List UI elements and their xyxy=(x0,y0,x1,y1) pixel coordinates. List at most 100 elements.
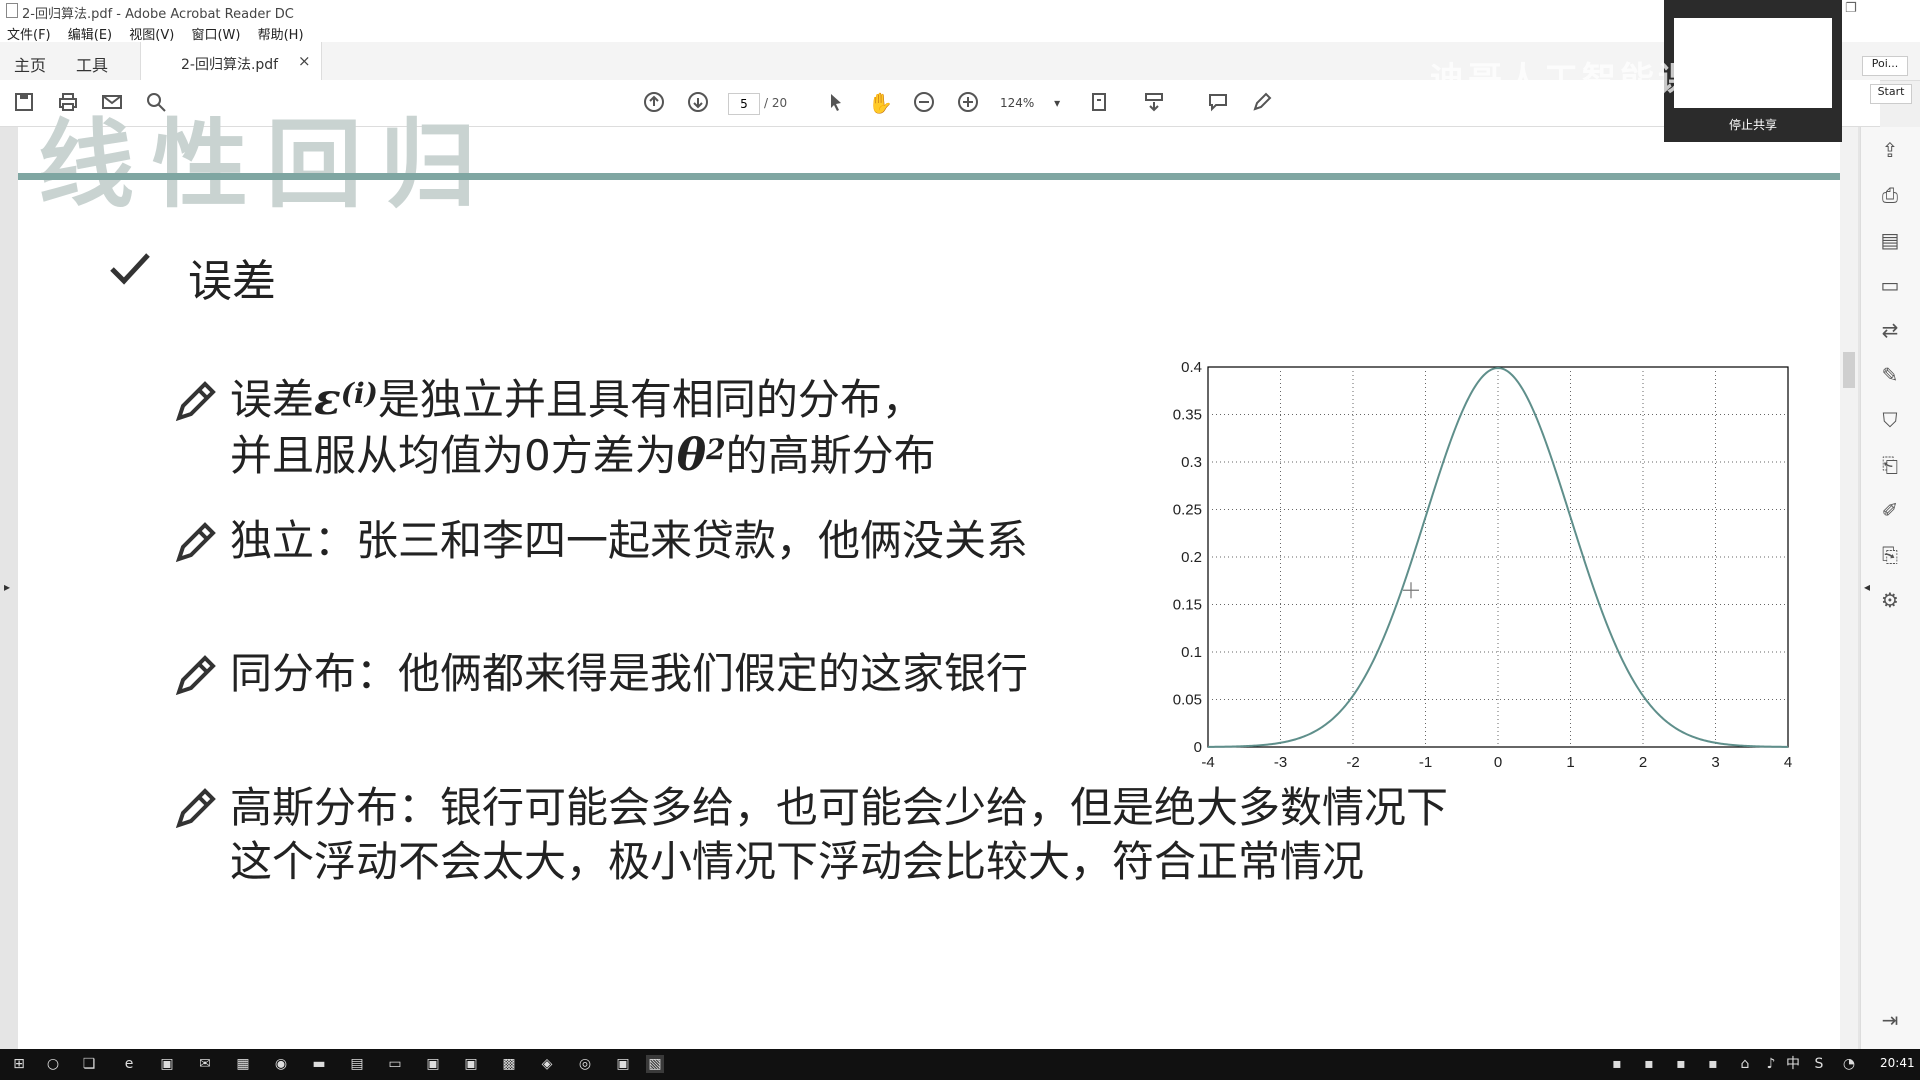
right-collapse-icon[interactable]: ◂ xyxy=(1864,580,1871,594)
bullet-gaussian-line1: 高斯分布：银行可能会多给，也可能会少给，但是绝大多数情况下 xyxy=(230,783,1449,832)
tray-icon-1[interactable]: ▪ xyxy=(1612,1056,1622,1072)
pen-icon[interactable] xyxy=(1250,91,1274,115)
slide-heading-fragment: 线性回归 xyxy=(38,109,494,221)
watermark-overlay: 迪哥人工智能课 xyxy=(1430,60,1696,100)
bullet-independent: 独立：张三和李四一起来贷款，他俩没关系 xyxy=(230,516,1029,565)
x-tick-label: 2 xyxy=(1639,754,1647,767)
save-icon[interactable] xyxy=(12,91,36,115)
acrobat-taskbar-icon[interactable]: ▧ xyxy=(646,1055,664,1073)
app-icon-5[interactable]: ▣ xyxy=(426,1056,440,1072)
ime-indicator[interactable]: 中 xyxy=(1786,1056,1800,1072)
volume-icon[interactable]: ♪ xyxy=(1766,1056,1776,1072)
notification-icon[interactable]: ◔ xyxy=(1842,1056,1856,1072)
network-icon[interactable]: ⌂ xyxy=(1740,1056,1750,1072)
tab-document-name: 2-回归算法.pdf xyxy=(181,57,279,73)
y-tick-label: 0.3 xyxy=(1181,454,1202,471)
app-icon-9[interactable]: ▣ xyxy=(616,1056,630,1072)
vertical-scrollbar[interactable] xyxy=(1840,127,1858,1049)
left-expand-icon[interactable]: ▸ xyxy=(4,580,11,594)
export-pdf-icon[interactable]: ⇪ xyxy=(1881,138,1899,162)
wechat-icon[interactable]: ◎ xyxy=(578,1056,592,1072)
app-icon-2[interactable]: ◉ xyxy=(274,1056,288,1072)
y-tick-label: 0.1 xyxy=(1181,644,1202,661)
task-view-icon[interactable]: ❏ xyxy=(82,1056,96,1072)
explorer-icon[interactable]: ▬ xyxy=(312,1056,326,1072)
organize-pages-icon[interactable]: ▤ xyxy=(1880,228,1900,252)
menu-edit[interactable]: 编辑(E) xyxy=(67,28,113,43)
y-tick-label: 0.15 xyxy=(1173,597,1202,614)
x-tick-label: -4 xyxy=(1201,754,1214,767)
send-review-icon[interactable]: ⇄ xyxy=(1881,318,1899,342)
print-icon[interactable] xyxy=(56,91,80,115)
zoom-level-select[interactable]: 124% ▾ xyxy=(1000,93,1064,113)
pencil-bullet-icon xyxy=(175,788,216,829)
tab-document[interactable]: 2-回归算法.pdf × xyxy=(140,42,322,80)
menu-help[interactable]: 帮助(H) xyxy=(257,28,304,43)
app-icon-7[interactable]: ▩ xyxy=(502,1056,516,1072)
fit-page-icon[interactable] xyxy=(1088,91,1112,115)
previous-page-icon[interactable] xyxy=(642,91,666,115)
close-tab-icon[interactable]: × xyxy=(298,52,311,70)
share-preview xyxy=(1674,18,1832,108)
zoom-out-icon[interactable] xyxy=(912,91,936,115)
y-tick-label: 0 xyxy=(1194,739,1202,756)
pencil-bullet-icon xyxy=(175,522,216,563)
y-tick-label: 0.35 xyxy=(1173,407,1202,424)
x-tick-label: -1 xyxy=(1419,754,1432,767)
windows-start-icon[interactable]: ⊞ xyxy=(13,1056,25,1072)
pdf-page: 线性回归 误差 误差ε(i)是独立并且具有相同的分布， 并且服从均值为0方差为θ… xyxy=(18,109,1840,1049)
crosshair-cursor-icon xyxy=(1403,582,1419,599)
tab-home[interactable]: 主页 xyxy=(14,56,47,75)
x-tick-label: 0 xyxy=(1494,754,1502,767)
theta-symbol: θ xyxy=(676,430,707,481)
comment-icon[interactable] xyxy=(1206,91,1230,115)
app-icon-4[interactable]: ▭ xyxy=(388,1056,402,1072)
tab-tools[interactable]: 工具 xyxy=(76,56,109,75)
protect-icon[interactable]: ⛉ xyxy=(1882,408,1898,432)
zoom-in-icon[interactable] xyxy=(956,91,980,115)
bullet-same-distribution: 同分布：他俩都来得是我们假定的这家银行 xyxy=(230,649,1029,698)
menu-view[interactable]: 视图(V) xyxy=(129,28,175,43)
app-icon-3[interactable]: ▤ xyxy=(350,1056,364,1072)
mini-start-button[interactable]: Start xyxy=(1870,84,1912,104)
mail-icon[interactable]: ✉ xyxy=(199,1056,211,1072)
collapse-panel-icon[interactable]: ⇥ xyxy=(1881,1008,1899,1032)
tab-bar: 主页 工具 2-回归算法.pdf × xyxy=(0,42,1920,81)
restore-window-icon[interactable]: ❐ xyxy=(1845,1,1857,16)
pdf-file-icon xyxy=(6,3,18,18)
stop-sharing-button[interactable]: 停止共享 xyxy=(1728,118,1777,132)
fill-sign-icon[interactable]: ✎ xyxy=(1881,363,1899,387)
app-icon-1[interactable]: ▦ xyxy=(236,1056,250,1072)
app-icon-6[interactable]: ▣ xyxy=(464,1056,478,1072)
menu-window[interactable]: 窗口(W) xyxy=(191,28,241,43)
edit-pdf-icon[interactable]: ✐ xyxy=(1881,498,1899,522)
mini-window-poi[interactable]: Poi... xyxy=(1862,56,1908,76)
x-tick-label: 4 xyxy=(1784,754,1792,767)
page-number-input[interactable]: 5 xyxy=(728,93,760,115)
next-page-icon[interactable] xyxy=(686,91,710,115)
menu-file[interactable]: 文件(F) xyxy=(7,28,51,43)
scroll-mode-icon[interactable] xyxy=(1142,91,1166,115)
app-icon-8[interactable]: ◈ xyxy=(541,1056,553,1072)
bullet-gaussian-line2: 这个浮动不会太大，极小情况下浮动会比较大，符合正常情况 xyxy=(230,837,1365,886)
create-pdf-icon[interactable]: ⎙ xyxy=(1882,183,1898,207)
more-tools-icon[interactable]: ⚙ xyxy=(1881,588,1899,612)
search-icon[interactable] xyxy=(144,91,168,115)
store-icon[interactable]: ▣ xyxy=(160,1056,174,1072)
stamp-icon[interactable]: ⎗ xyxy=(1882,453,1898,477)
document-area[interactable]: 线性回归 误差 误差ε(i)是独立并且具有相同的分布， 并且服从均值为0方差为θ… xyxy=(0,109,1860,1049)
cortana-icon[interactable]: ○ xyxy=(46,1056,60,1072)
select-cursor-icon[interactable] xyxy=(824,91,848,115)
tray-icon-3[interactable]: ▪ xyxy=(1676,1056,1686,1072)
email-icon[interactable] xyxy=(100,91,124,115)
epsilon-symbol: ε xyxy=(314,374,341,425)
comment-tool-icon[interactable]: ▭ xyxy=(1880,273,1900,297)
edge-icon[interactable]: e xyxy=(124,1056,134,1072)
tray-icon-2[interactable]: ▪ xyxy=(1644,1056,1654,1072)
hand-tool-icon[interactable]: ✋ xyxy=(868,91,893,115)
x-tick-label: 1 xyxy=(1566,754,1574,767)
sogou-icon[interactable]: S xyxy=(1814,1056,1824,1072)
scrollbar-thumb[interactable] xyxy=(1843,352,1855,388)
tray-icon-4[interactable]: ▪ xyxy=(1708,1056,1718,1072)
combine-files-icon[interactable]: ⎘ xyxy=(1882,543,1898,567)
